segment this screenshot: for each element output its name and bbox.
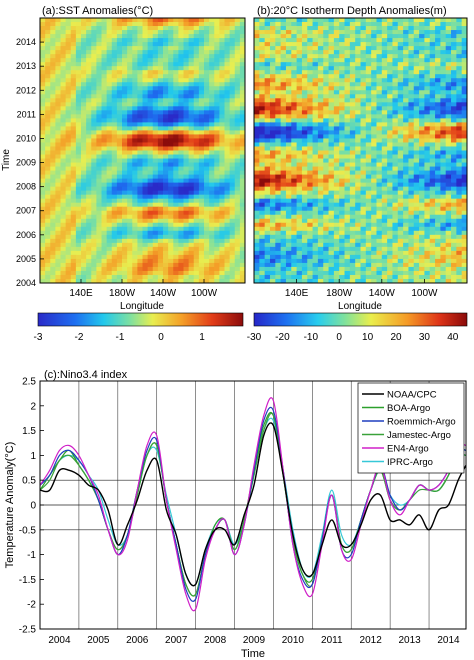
- sst-x-tick-label: 140E: [69, 288, 93, 299]
- sst-anomaly-panel: (a):SST Anomalies(°C) Time 2004200520062…: [1, 5, 246, 343]
- isotherm-depth-panel: (b):20°C Isotherm Depth Anomalies(m) 140…: [247, 5, 468, 343]
- legend-label: BOA-Argo: [387, 403, 430, 414]
- sst-y-tick-label: 2007: [16, 206, 36, 216]
- legend-label: IPRC-Argo: [387, 457, 433, 468]
- nino34-y-tick-label: 2: [30, 401, 36, 412]
- sst-x-ticks: 140E 180W 140W 100W: [69, 279, 218, 299]
- sst-y-tick-label: 2004: [16, 278, 36, 288]
- nino34-x-ticks: 2004 2005 2006 2007 2008 2009 2010 2011 2012 2013…: [48, 635, 460, 646]
- isotherm-colorbar-tick-label: 30: [419, 332, 431, 343]
- nino34-x-axis-label: Time: [241, 648, 265, 660]
- nino34-panel: (c):Nino3.4 index -2.5 -2 -1.5 -1 -0.5 0 0.5 1 1…: [4, 369, 467, 660]
- sst-colorbar-tick-label: -3: [34, 332, 43, 343]
- sst-panel-title: (a):SST Anomalies(°C): [42, 5, 153, 17]
- isotherm-colorbar-ticks: -30 -20 -10 0 10 20 30 40: [247, 332, 459, 343]
- isotherm-colorbar: [253, 312, 468, 327]
- sst-panel-frame: [39, 17, 246, 284]
- legend-label: NOAA/CPC: [387, 390, 437, 401]
- sst-x-tick-label: 180W: [109, 288, 136, 299]
- series-line-en4-argo: [40, 397, 466, 612]
- isotherm-colorbar-tick-label: 40: [447, 332, 459, 343]
- sst-y-tick-label: 2011: [17, 109, 36, 119]
- nino34-series: [40, 397, 466, 612]
- sst-colorbar-tick-label: -2: [75, 332, 84, 343]
- isotherm-panel-frame: [253, 17, 468, 284]
- nino34-x-tick-label: 2011: [321, 635, 343, 646]
- nino34-title: (c):Nino3.4 index: [44, 369, 128, 381]
- isotherm-x-tick-label: 100W: [411, 288, 438, 299]
- isotherm-x-ticks: 140E 180W 140W 100W: [285, 279, 438, 299]
- isotherm-heatmap-field: [254, 18, 467, 283]
- nino34-legend: NOAA/CPC BOA-Argo Roemmich-Argo Jamestec-Ar…: [357, 382, 465, 474]
- nino34-y-tick-label: -2.5: [19, 625, 37, 636]
- nino34-y-tick-label: -1: [27, 550, 36, 561]
- sst-colorbar-tick-label: 1: [199, 332, 205, 343]
- nino34-x-tick-label: 2004: [48, 635, 71, 646]
- nino34-y-tick-label: -2: [27, 600, 36, 611]
- sst-y-tick-label: 2012: [16, 85, 36, 95]
- nino34-x-tick-label: 2010: [282, 635, 305, 646]
- isotherm-colorbar-tick-label: 20: [390, 332, 402, 343]
- legend-label: Roemmich-Argo: [387, 417, 456, 428]
- isotherm-colorbar-tick-label: -30: [247, 332, 262, 343]
- nino34-y-tick-label: 2.5: [22, 377, 36, 388]
- sst-x-axis-label: Longitude: [120, 301, 164, 312]
- isotherm-x-axis-label: Longitude: [338, 301, 382, 312]
- nino34-x-tick-label: 2007: [165, 635, 188, 646]
- nino34-x-tick-label: 2012: [360, 635, 383, 646]
- isotherm-x-tick-label: 140W: [369, 288, 396, 299]
- nino34-y-tick-label: -0.5: [19, 525, 37, 536]
- series-line-noaa-cpc: [40, 422, 466, 587]
- nino34-y-tick-label: 0: [30, 501, 36, 512]
- nino34-x-tick-label: 2005: [87, 635, 110, 646]
- sst-colorbar-tick-label: -1: [116, 332, 125, 343]
- nino34-y-tick-label: 0.5: [22, 476, 36, 487]
- nino34-y-axis-label: Temperature Anomaly(°C): [4, 442, 16, 569]
- sst-y-ticks: 2004 2005 2006 2007 2008 2009 2010 2011 2012 2013…: [16, 37, 44, 288]
- nino34-y-tick-label: 1.5: [22, 426, 36, 437]
- nino34-x-tick-label: 2009: [243, 635, 266, 646]
- sst-y-tick-label: 2010: [16, 133, 36, 143]
- sst-colorbar: [37, 312, 244, 327]
- nino34-x-tick-label: 2006: [126, 635, 149, 646]
- isotherm-x-tick-label: 180W: [326, 288, 353, 299]
- sst-heatmap-field: [40, 18, 245, 283]
- sst-y-axis-label: Time: [1, 149, 12, 171]
- isotherm-colorbar-tick-label: 0: [336, 332, 342, 343]
- isotherm-panel-title: (b):20°C Isotherm Depth Anomalies(m): [257, 5, 447, 17]
- sst-y-tick-label: 2014: [16, 37, 36, 47]
- nino34-y-tick-label: -1.5: [19, 575, 37, 586]
- nino34-x-tick-label: 2013: [398, 635, 421, 646]
- isotherm-x-tick-label: 140E: [285, 288, 309, 299]
- sst-y-tick-label: 2005: [16, 254, 36, 264]
- isotherm-colorbar-tick-label: -20: [275, 332, 290, 343]
- sst-x-tick-label: 140W: [150, 288, 177, 299]
- legend-label: EN4-Argo: [387, 444, 429, 455]
- legend-box: [357, 382, 465, 474]
- sst-y-tick-label: 2006: [16, 230, 36, 240]
- nino34-y-ticks: -2.5 -2 -1.5 -1 -0.5 0 0.5 1 1.5 2 2.5: [19, 377, 44, 636]
- nino34-y-tick-label: 1: [30, 451, 36, 462]
- sst-colorbar-ticks: -3 -2 -1 0 1: [34, 332, 206, 343]
- legend-label: Jamestec-Argo: [387, 430, 451, 441]
- isotherm-colorbar-tick-label: -10: [304, 332, 319, 343]
- sst-y-tick-label: 2008: [16, 182, 36, 192]
- sst-y-tick-label: 2013: [16, 61, 36, 71]
- isotherm-colorbar-tick-label: 10: [362, 332, 374, 343]
- sst-x-tick-label: 100W: [191, 288, 218, 299]
- sst-colorbar-tick-label: 0: [158, 332, 164, 343]
- nino34-x-tick-label: 2008: [204, 635, 227, 646]
- nino34-x-tick-label: 2014: [437, 635, 460, 646]
- sst-y-tick-label: 2009: [16, 158, 36, 168]
